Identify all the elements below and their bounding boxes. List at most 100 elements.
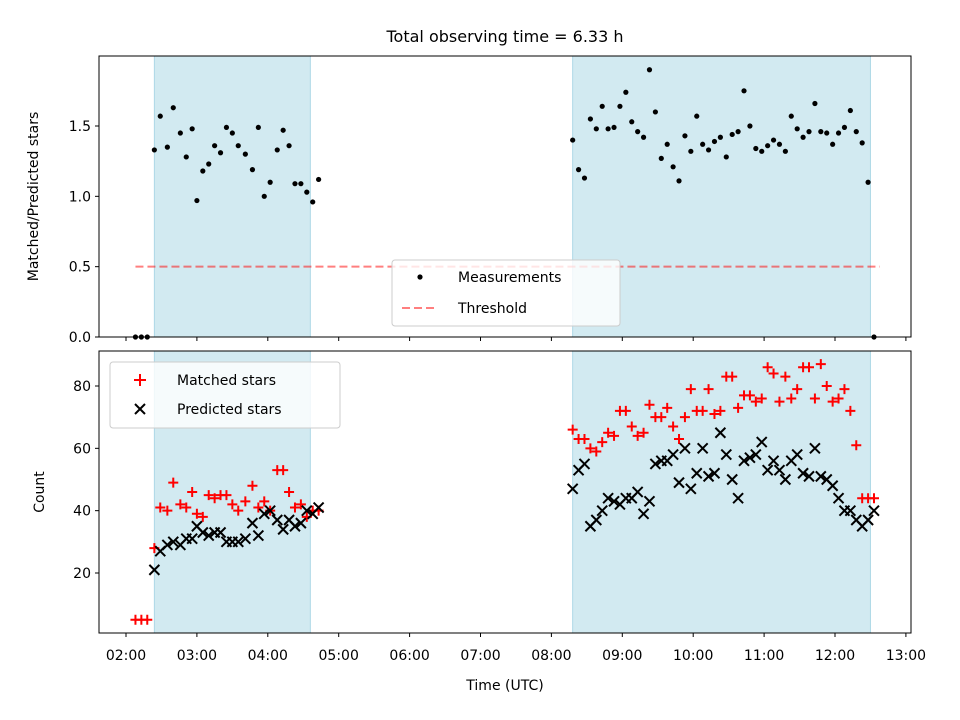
count-y-tick-label: 20 — [73, 566, 91, 582]
matched-star-point — [155, 502, 166, 513]
matched-star-point — [827, 396, 838, 407]
matched-star-point — [233, 505, 244, 516]
matched-star-point — [240, 496, 251, 507]
measurement-point — [646, 67, 653, 73]
measurement-point — [776, 141, 783, 147]
matched-star-point — [197, 511, 208, 522]
predicted-star-point — [773, 464, 786, 476]
measurement-point — [229, 130, 235, 136]
measurement-point — [812, 100, 818, 107]
measurement-point — [267, 179, 273, 185]
matched-star-point — [821, 381, 832, 391]
matched-star-point — [253, 502, 264, 513]
measurement-point — [800, 134, 806, 140]
matched-star-point — [733, 402, 744, 413]
count-y-axis-label: Count — [32, 471, 48, 513]
measurement-point — [605, 126, 611, 132]
matched-star-point — [715, 405, 726, 416]
predicted-star-point — [602, 492, 614, 504]
predicted-star-point — [862, 514, 874, 526]
matched-star-point — [142, 614, 153, 625]
predicted-star-point — [685, 483, 697, 495]
chart-title: Total observing time = 6.33 h — [385, 27, 623, 46]
count-y-tick-label: 60 — [73, 441, 91, 457]
measurement-point — [806, 129, 812, 135]
matched-star-point — [632, 430, 643, 441]
matched-star-point — [284, 486, 295, 497]
matched-star-point — [762, 362, 773, 373]
matched-star-point — [786, 393, 797, 404]
matched-star-point — [585, 443, 596, 454]
measurement-point — [741, 88, 747, 94]
measurement-point — [570, 137, 576, 143]
matched-star-point — [809, 393, 820, 404]
matched-star-point — [780, 371, 791, 382]
measurement-point — [664, 141, 670, 147]
legend-matched-marker — [134, 374, 146, 386]
count-panel-frame — [98, 350, 912, 634]
measurement-point — [212, 143, 218, 149]
matched-star-point — [567, 424, 578, 435]
measurement-point — [261, 193, 267, 199]
matched-star-point — [175, 499, 186, 510]
measurement-point — [223, 124, 230, 131]
measurement-point — [157, 113, 163, 119]
predicted-star-point — [643, 495, 656, 508]
predicted-star-point — [301, 504, 313, 517]
observing-span-1 — [153, 55, 311, 338]
x-tick-label: 11:00 — [744, 648, 784, 664]
predicted-star-point — [197, 526, 209, 539]
x-tick-label: 08:00 — [531, 648, 571, 664]
predicted-star-point — [803, 470, 815, 483]
matched-star-point — [168, 477, 179, 488]
measurement-point — [242, 151, 248, 157]
x-tick-label: 13:00 — [886, 648, 926, 664]
measurement-point — [304, 189, 310, 195]
matched-star-point — [744, 390, 755, 401]
matched-star-point — [626, 421, 637, 432]
matched-star-point — [579, 433, 590, 444]
ratio-panel: 0.0 0.5 1.0 1.5 Matched/Predicted stars Mea… — [26, 55, 912, 346]
x-tick-label: 05:00 — [319, 648, 359, 664]
measurement-point — [629, 119, 635, 125]
predicted-star-point — [691, 467, 703, 479]
measurement-point — [611, 124, 617, 131]
x-axis-label: Time (UTC) — [465, 678, 543, 694]
predicted-star-point — [696, 442, 709, 455]
matched-star-point — [679, 412, 690, 423]
predicted-star-point — [566, 483, 579, 495]
predicted-star-point — [750, 448, 762, 461]
predicted-star-point — [826, 480, 839, 492]
predicted-star-point — [203, 529, 215, 542]
matched-star-point — [668, 421, 679, 432]
matched-star-point — [697, 405, 708, 416]
measurement-point — [623, 89, 629, 95]
legend-predicted-label: Predicted stars — [177, 402, 282, 418]
predicted-star-point — [667, 448, 679, 461]
predicted-star-point — [637, 508, 650, 520]
measurement-point — [280, 127, 286, 133]
predicted-star-point — [791, 448, 803, 461]
x-tick-label: 02:00 — [106, 648, 146, 664]
predicted-star-point — [289, 520, 301, 532]
measurement-point — [249, 167, 256, 173]
predicted-star-point — [832, 492, 845, 504]
predicted-star-point — [720, 448, 732, 461]
measurement-point — [694, 113, 700, 119]
x-tick-label: 09:00 — [602, 648, 642, 664]
matched-star-point — [845, 405, 856, 416]
measurement-point — [587, 116, 593, 122]
ratio-y-tick-label: 0.0 — [69, 330, 91, 346]
measurement-point — [635, 129, 641, 135]
measurement-point — [859, 140, 865, 146]
measurement-point — [700, 141, 706, 147]
predicted-star-point — [767, 455, 780, 467]
measurement-point — [670, 164, 676, 170]
matched-star-point — [703, 384, 714, 395]
measurement-point — [788, 113, 794, 119]
measurement-point — [841, 124, 848, 131]
predicted-star-point — [578, 458, 591, 470]
ratio-y-tick-label: 1.5 — [69, 119, 91, 135]
predicted-star-point — [232, 536, 244, 548]
x-tick-label: 04:00 — [248, 648, 288, 664]
